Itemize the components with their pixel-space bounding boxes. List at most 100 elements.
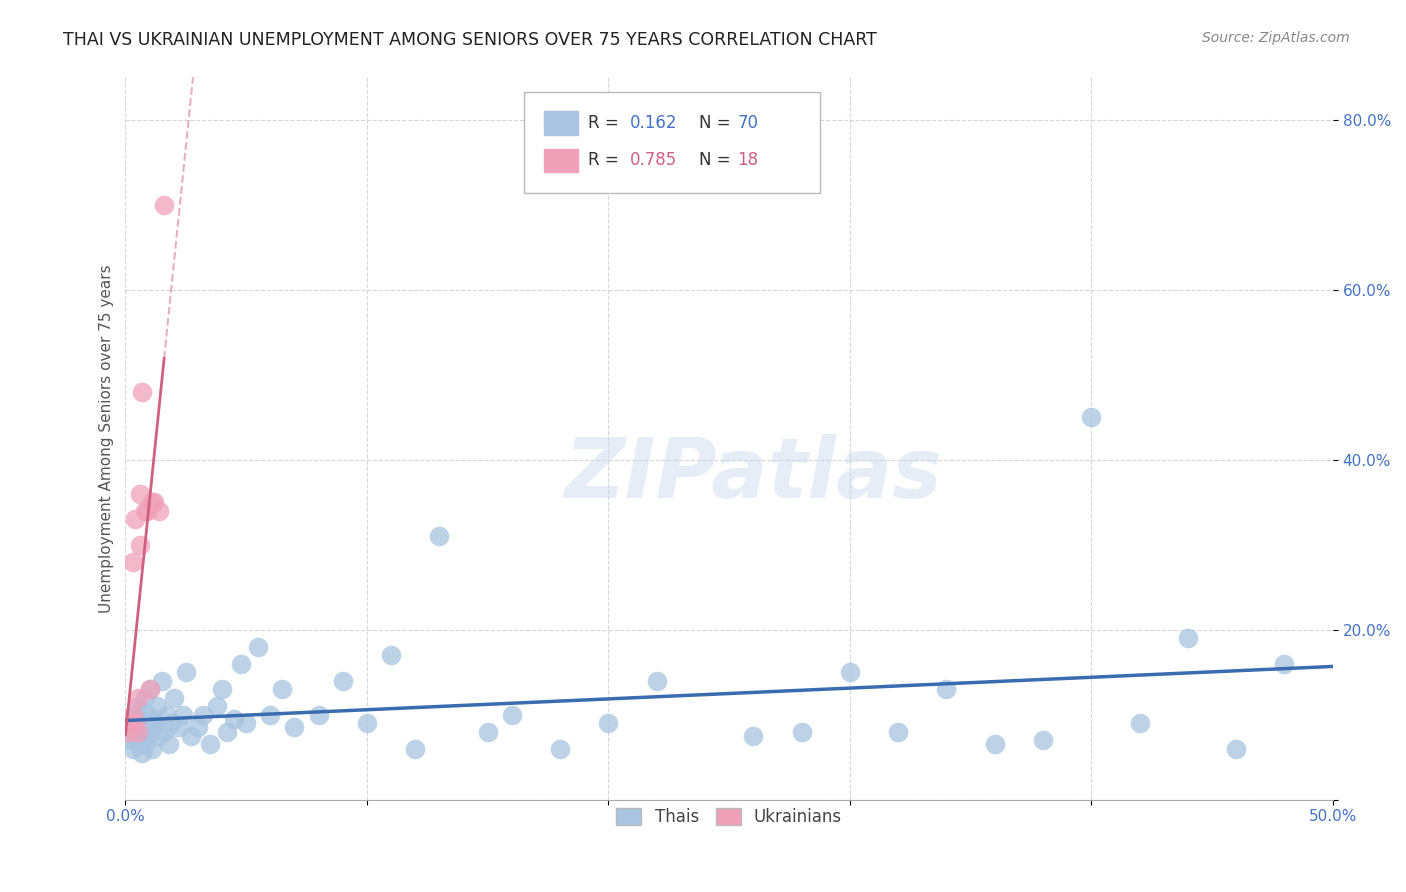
FancyBboxPatch shape <box>524 92 820 193</box>
Point <box>187 720 209 734</box>
Text: 18: 18 <box>738 152 759 169</box>
Point <box>1080 410 1102 425</box>
Point <box>136 729 159 743</box>
Point <box>117 724 139 739</box>
Point <box>477 724 499 739</box>
Point <box>131 384 153 399</box>
Point <box>215 724 238 739</box>
Point <box>141 720 163 734</box>
Point <box>180 729 202 743</box>
Point <box>427 529 450 543</box>
Point <box>120 716 142 731</box>
Point <box>271 682 294 697</box>
Point <box>117 724 139 739</box>
Point <box>160 716 183 731</box>
Point <box>235 716 257 731</box>
Legend: Thais, Ukrainians: Thais, Ukrainians <box>607 800 851 835</box>
Point <box>148 729 170 743</box>
Point <box>131 746 153 760</box>
Point <box>136 504 159 518</box>
Point <box>380 648 402 662</box>
Point <box>124 707 146 722</box>
Point <box>332 673 354 688</box>
Point <box>146 699 169 714</box>
Point <box>129 733 152 747</box>
Text: N =: N = <box>699 152 735 169</box>
FancyBboxPatch shape <box>544 111 578 135</box>
Point <box>259 707 281 722</box>
Point <box>247 640 270 654</box>
Text: 70: 70 <box>738 114 759 132</box>
Point <box>138 716 160 731</box>
Point <box>121 555 143 569</box>
Point <box>404 741 426 756</box>
Point <box>742 729 765 743</box>
Point <box>138 682 160 697</box>
Point <box>124 512 146 526</box>
Point <box>143 495 166 509</box>
Point <box>1274 657 1296 671</box>
Point <box>935 682 957 697</box>
Text: R =: R = <box>588 152 624 169</box>
Point <box>155 707 177 722</box>
Point <box>645 673 668 688</box>
Point <box>1177 631 1199 645</box>
Text: ZIPatlas: ZIPatlas <box>564 434 942 515</box>
Text: Source: ZipAtlas.com: Source: ZipAtlas.com <box>1202 31 1350 45</box>
Text: THAI VS UKRAINIAN UNEMPLOYMENT AMONG SENIORS OVER 75 YEARS CORRELATION CHART: THAI VS UKRAINIAN UNEMPLOYMENT AMONG SEN… <box>63 31 877 49</box>
Point <box>157 737 180 751</box>
Point <box>224 712 246 726</box>
Point <box>1129 716 1152 731</box>
Point <box>121 707 143 722</box>
Point <box>191 707 214 722</box>
Point <box>134 690 156 705</box>
Point <box>121 716 143 731</box>
Text: N =: N = <box>699 114 735 132</box>
Point <box>141 495 163 509</box>
Point <box>127 720 149 734</box>
Point <box>1032 733 1054 747</box>
Text: 0.785: 0.785 <box>630 152 678 169</box>
Point <box>138 682 160 697</box>
Point <box>887 724 910 739</box>
Point <box>501 707 523 722</box>
Point <box>790 724 813 739</box>
Point <box>136 707 159 722</box>
Point <box>174 665 197 679</box>
Point <box>127 737 149 751</box>
Point <box>356 716 378 731</box>
Point <box>983 737 1005 751</box>
Point <box>153 724 176 739</box>
Point <box>167 720 190 734</box>
Y-axis label: Unemployment Among Seniors over 75 years: Unemployment Among Seniors over 75 years <box>100 264 114 613</box>
Point <box>148 504 170 518</box>
Point <box>153 198 176 212</box>
Point <box>205 699 228 714</box>
Point <box>283 720 305 734</box>
Point <box>548 741 571 756</box>
Point <box>124 716 146 731</box>
Point <box>163 690 186 705</box>
Text: R =: R = <box>588 114 624 132</box>
Point <box>143 712 166 726</box>
Point <box>120 733 142 747</box>
Point <box>134 737 156 751</box>
Point <box>129 486 152 500</box>
Text: 0.162: 0.162 <box>630 114 678 132</box>
Point <box>121 741 143 756</box>
Point <box>131 724 153 739</box>
Point <box>172 707 194 722</box>
Point <box>1225 741 1247 756</box>
Point <box>598 716 620 731</box>
Point <box>838 665 860 679</box>
FancyBboxPatch shape <box>544 149 578 172</box>
Point <box>129 712 152 726</box>
Point <box>127 724 149 739</box>
Point <box>124 729 146 743</box>
Point <box>127 699 149 714</box>
Point <box>134 504 156 518</box>
Point <box>308 707 330 722</box>
Point <box>198 737 221 751</box>
Point <box>231 657 253 671</box>
Point <box>127 690 149 705</box>
